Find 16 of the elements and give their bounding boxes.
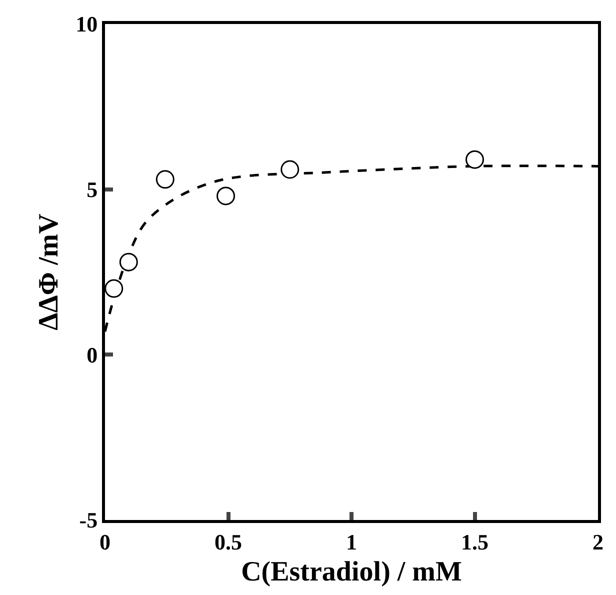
x-axis-title: C(Estradiol) / mM xyxy=(241,556,462,588)
x-tick-label: 1 xyxy=(346,529,357,554)
point xyxy=(216,186,236,206)
y-tick-label: 5 xyxy=(86,177,98,202)
y-tick-label: -5 xyxy=(79,508,98,533)
point xyxy=(466,150,484,169)
y-axis-title: ΔΔΦ /mV xyxy=(33,214,64,330)
x-tick-label: 2 xyxy=(592,529,604,554)
point xyxy=(156,170,174,189)
point xyxy=(119,252,138,272)
point xyxy=(104,279,124,298)
x-tick-label: 1.5 xyxy=(461,529,488,554)
point xyxy=(280,160,300,179)
y-tick-label: 10 xyxy=(76,12,98,37)
y-tick-label: 0 xyxy=(86,342,98,368)
x-tick-label: 0.5 xyxy=(214,529,242,554)
